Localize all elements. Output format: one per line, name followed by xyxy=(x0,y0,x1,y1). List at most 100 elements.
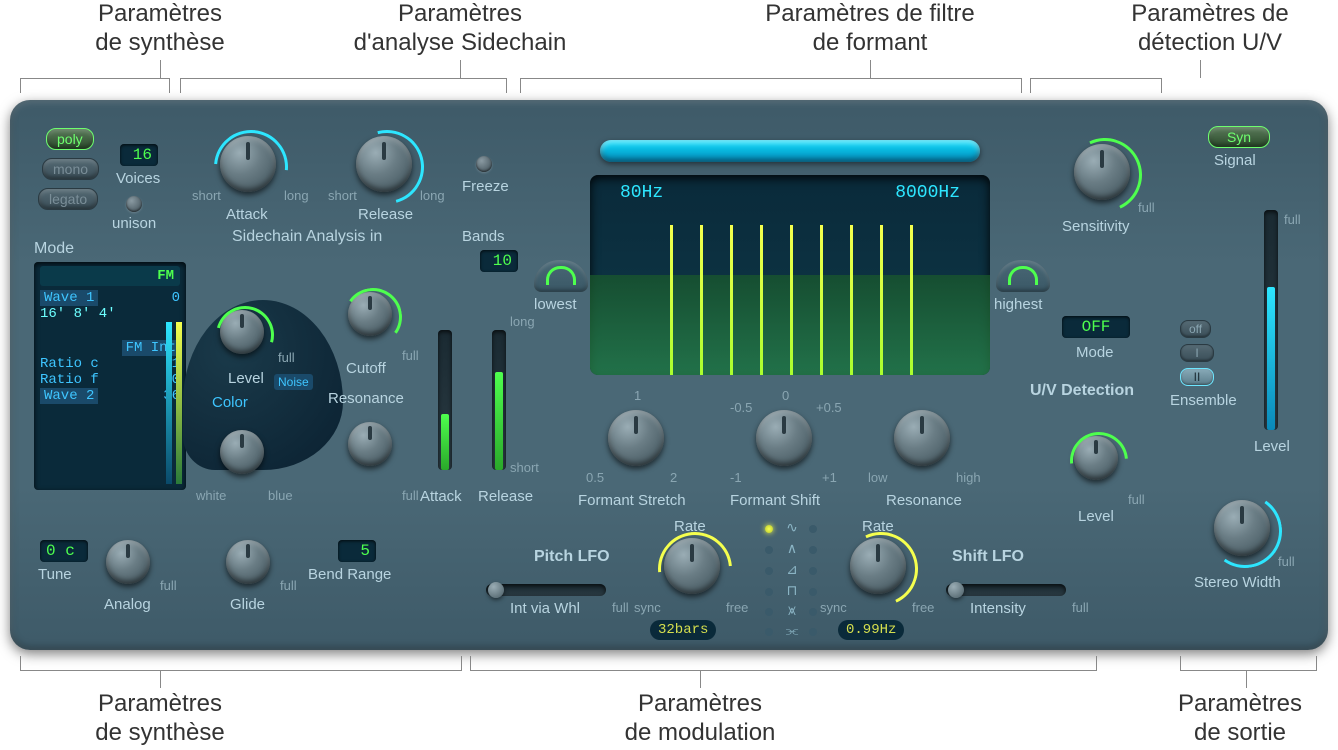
bands-label: Bands xyxy=(462,228,505,245)
sidechain-title: Sidechain Analysis in xyxy=(232,228,382,246)
sc-slider-long: long xyxy=(510,314,535,329)
lowest-label: lowest xyxy=(534,296,577,313)
bend-value[interactable]: 5 xyxy=(338,540,376,562)
ensemble-off[interactable]: off xyxy=(1180,320,1211,338)
stereo-full: full xyxy=(1278,554,1295,569)
pitch-lfo-label: Pitch LFO xyxy=(534,548,610,566)
shift-rate-value: 0.99Hz xyxy=(838,620,904,640)
mode-value: FM xyxy=(157,268,174,284)
ratio-c-label: Ratio c xyxy=(40,356,99,372)
uv-mode-value[interactable]: OFF xyxy=(1062,316,1130,338)
tune-value[interactable]: 0 c xyxy=(40,540,88,562)
pitch-rate-label: Rate xyxy=(674,518,706,535)
shift-pmid: +0.5 xyxy=(816,400,842,415)
ensemble-II[interactable]: II xyxy=(1180,368,1214,386)
sc-release-slider[interactable] xyxy=(492,330,506,470)
footages: 16' 8' 4' xyxy=(40,306,116,322)
reso-full: full xyxy=(402,488,419,503)
shift-mid: 0 xyxy=(782,388,789,403)
evoc-plugin-body: poly mono legato 16 Voices unison Mode F… xyxy=(10,100,1328,650)
callout-sidechain: Paramètres d'analyse Sidechain xyxy=(330,0,590,58)
level-full: full xyxy=(278,350,295,365)
lfo-wave-selector[interactable]: ∿ ∧ ⊿ ⊓ ⩙ ⫘ xyxy=(765,520,819,640)
color-label: Color xyxy=(212,394,248,411)
formant-stretch-knob[interactable] xyxy=(608,410,664,466)
sc-release-short: short xyxy=(328,188,357,203)
noise-label: Noise xyxy=(274,374,313,390)
cutoff-full: full xyxy=(402,348,419,363)
int-via-whl-slider[interactable] xyxy=(486,584,606,596)
intensity-slider[interactable] xyxy=(946,584,1066,596)
analog-full: full xyxy=(160,578,177,593)
signal-label: Signal xyxy=(1214,152,1256,169)
callout-synth-top: Paramètres de synthèse xyxy=(60,0,260,58)
output-level-label: Level xyxy=(1254,438,1290,455)
res-low: low xyxy=(868,470,888,485)
level-slider[interactable] xyxy=(1264,210,1278,430)
sc-attack-slider[interactable] xyxy=(438,330,452,470)
shift-label: Formant Shift xyxy=(730,492,820,509)
sc-release-long: long xyxy=(420,188,445,203)
color-knob[interactable] xyxy=(220,430,264,474)
mode-lcd[interactable]: FM Wave 10 16' 8' 4' FM Int Ratio c1 Rat… xyxy=(34,262,186,490)
wave1-val: 0 xyxy=(172,290,180,306)
uv-title: U/V Detection xyxy=(1030,382,1134,400)
stretch-mid: 1 xyxy=(634,388,641,403)
ratio-f-label: Ratio f xyxy=(40,372,99,388)
mono-button[interactable]: mono xyxy=(42,158,99,180)
freeze-led[interactable] xyxy=(476,156,492,172)
callout-modulation: Paramètres de modulation xyxy=(580,690,820,748)
ensemble-label: Ensemble xyxy=(1170,392,1237,409)
unison-label: unison xyxy=(112,215,156,232)
shift-free: free xyxy=(912,600,934,615)
uv-level-label: Level xyxy=(1078,508,1114,525)
sens-full: full xyxy=(1138,200,1155,215)
voices-label: Voices xyxy=(116,170,160,187)
glide-full: full xyxy=(280,578,297,593)
formant-resonance-knob[interactable] xyxy=(894,410,950,466)
highest-arch[interactable] xyxy=(996,260,1050,292)
ensemble-I[interactable]: I xyxy=(1180,344,1214,362)
uv-mode-label: Mode xyxy=(1076,344,1114,361)
bands-value[interactable]: 10 xyxy=(480,250,518,272)
sensitivity-label: Sensitivity xyxy=(1062,218,1130,235)
formant-cap[interactable] xyxy=(600,140,980,162)
glide-knob[interactable] xyxy=(226,540,270,584)
sc-slider-short: short xyxy=(510,460,539,475)
white-label: white xyxy=(196,488,226,503)
shift-lfo-label: Shift LFO xyxy=(952,548,1024,566)
formant-shift-knob[interactable] xyxy=(756,410,812,466)
sc-attack-label: Attack xyxy=(226,206,268,223)
stretch-label: Formant Stretch xyxy=(578,492,686,509)
legato-button[interactable]: legato xyxy=(38,188,98,210)
stretch-max: 2 xyxy=(670,470,677,485)
sc-attack2-label: Attack xyxy=(420,488,462,505)
blue-label: blue xyxy=(268,488,293,503)
highest-label: highest xyxy=(994,296,1042,313)
sc-release-label: Release xyxy=(358,206,413,223)
callout-uv: Paramètres de détection U/V xyxy=(1080,0,1338,58)
lowest-arch[interactable] xyxy=(534,260,588,292)
analog-knob[interactable] xyxy=(106,540,150,584)
unison-led[interactable] xyxy=(126,196,142,212)
wave2-label: Wave 2 xyxy=(40,388,98,404)
stereo-label: Stereo Width xyxy=(1194,574,1281,591)
output-full: full xyxy=(1284,212,1301,227)
voices-value[interactable]: 16 xyxy=(120,144,158,166)
shift-rate-label: Rate xyxy=(862,518,894,535)
formant-display[interactable]: 80Hz 8000Hz xyxy=(590,175,990,375)
syn-button[interactable]: Syn xyxy=(1208,126,1270,148)
poly-button[interactable]: poly xyxy=(46,128,94,150)
cutoff-label: Cutoff xyxy=(346,360,386,377)
int-via-whl-label: Int via Whl xyxy=(510,600,580,617)
resonance-label: Resonance xyxy=(328,390,404,407)
bend-label: Bend Range xyxy=(308,566,391,583)
analog-label: Analog xyxy=(104,596,151,613)
mode-label: Mode xyxy=(34,240,74,258)
glide-label: Glide xyxy=(230,596,265,613)
freeze-label: Freeze xyxy=(462,178,509,195)
pitch-free: free xyxy=(726,600,748,615)
intensity-full: full xyxy=(1072,600,1089,615)
resonance-knob[interactable] xyxy=(348,422,392,466)
sc-release2-label: Release xyxy=(478,488,533,505)
